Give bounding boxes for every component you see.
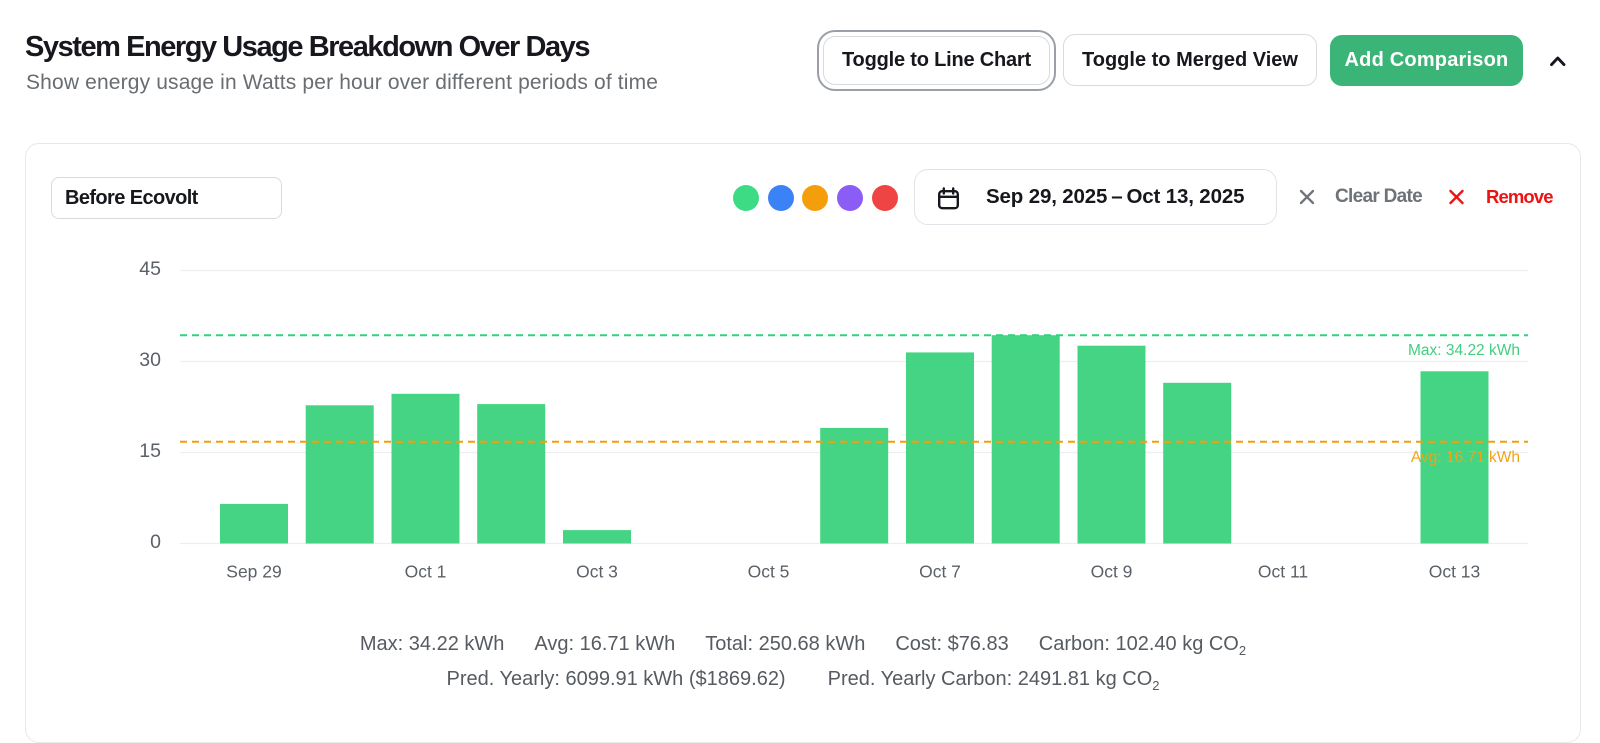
svg-text:Oct 9: Oct 9: [1091, 562, 1133, 582]
svg-text:15: 15: [139, 440, 161, 462]
svg-text:Oct 1: Oct 1: [405, 562, 447, 582]
svg-text:Max: 34.22 kWh: Max: 34.22 kWh: [1408, 342, 1520, 359]
svg-text:Oct 3: Oct 3: [576, 562, 618, 582]
svg-text:45: 45: [139, 258, 161, 280]
svg-text:Oct 11: Oct 11: [1258, 562, 1308, 582]
svg-text:Avg: 16.71 kWh: Avg: 16.71 kWh: [1411, 449, 1520, 466]
svg-text:Oct 5: Oct 5: [748, 562, 790, 582]
svg-text:Sep 29: Sep 29: [226, 562, 281, 582]
svg-text:Oct 7: Oct 7: [919, 562, 961, 582]
svg-text:Oct 13: Oct 13: [1429, 562, 1481, 582]
svg-text:30: 30: [139, 349, 161, 371]
svg-text:0: 0: [150, 531, 161, 553]
